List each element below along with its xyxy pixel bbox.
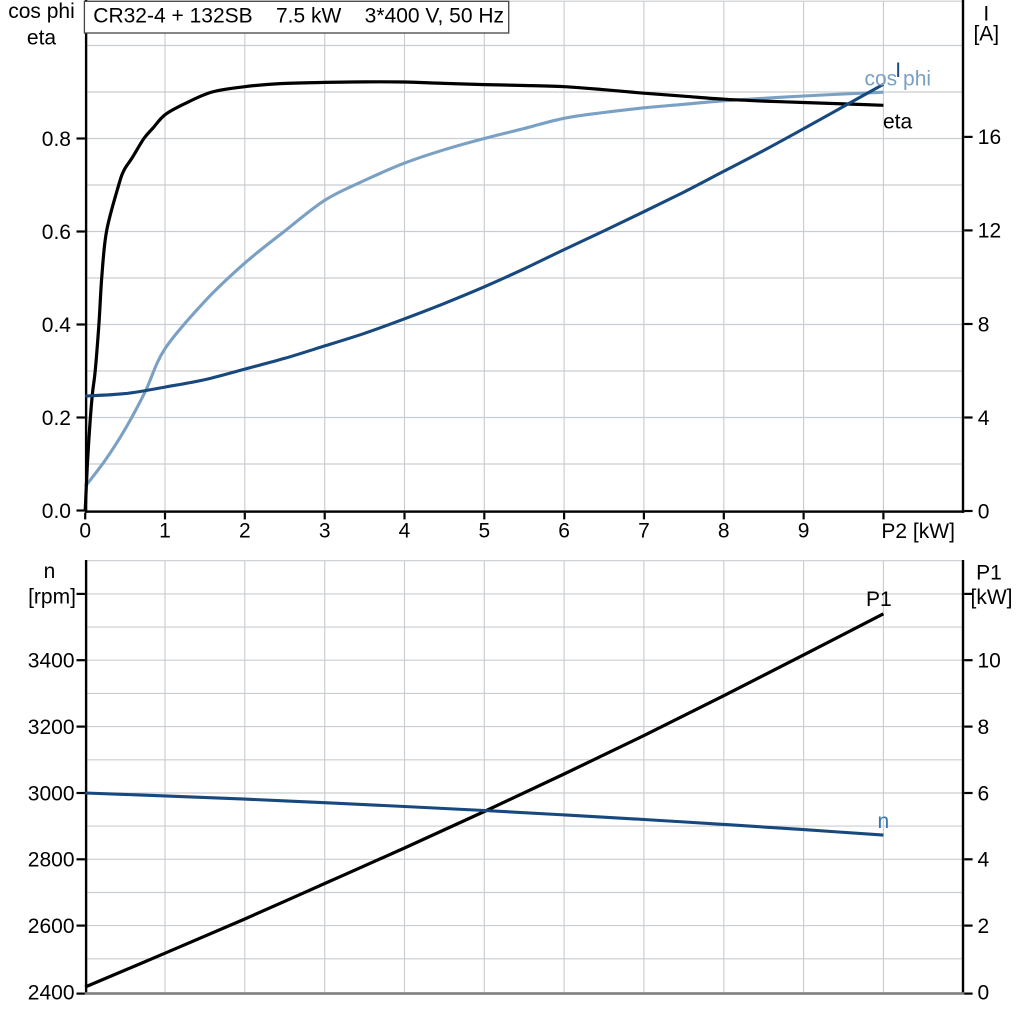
svg-text:I: I (895, 59, 901, 82)
svg-text:eta: eta (883, 111, 913, 134)
svg-text:[A]: [A] (973, 23, 999, 46)
svg-text:n: n (44, 560, 56, 583)
svg-text:6: 6 (558, 520, 570, 543)
svg-text:2800: 2800 (28, 849, 75, 872)
svg-text:3200: 3200 (28, 716, 75, 739)
svg-text:0.6: 0.6 (42, 221, 71, 244)
svg-text:[rpm]: [rpm] (28, 586, 76, 609)
svg-text:4: 4 (978, 849, 990, 872)
svg-text:7: 7 (638, 520, 650, 543)
svg-text:0.2: 0.2 (42, 407, 71, 430)
svg-text:3: 3 (319, 520, 331, 543)
svg-text:n: n (878, 810, 890, 833)
svg-text:0.4: 0.4 (42, 314, 72, 337)
svg-text:0: 0 (978, 500, 990, 523)
svg-text:8: 8 (978, 313, 990, 336)
svg-text:3400: 3400 (28, 650, 75, 673)
svg-text:2600: 2600 (28, 915, 75, 938)
svg-text:12: 12 (978, 220, 1001, 243)
svg-text:eta: eta (27, 27, 57, 50)
svg-text:0.0: 0.0 (42, 500, 71, 523)
svg-text:CR32-4 + 132SB 7.5 kW 3*: CR32-4 + 132SB 7.5 kW 3*400 V, 50 Hz (93, 4, 504, 27)
svg-text:cos phi: cos phi (8, 0, 75, 23)
svg-text:0.8: 0.8 (42, 128, 71, 151)
svg-text:2: 2 (239, 520, 251, 543)
svg-text:1: 1 (159, 520, 171, 543)
svg-text:[kW]: [kW] (971, 586, 1013, 609)
svg-text:cos phi: cos phi (865, 68, 932, 91)
svg-text:10: 10 (978, 650, 1001, 673)
svg-text:3000: 3000 (28, 782, 75, 805)
svg-text:P1: P1 (976, 562, 1002, 585)
svg-text:6: 6 (978, 782, 990, 805)
svg-text:0: 0 (79, 520, 91, 543)
svg-text:P1: P1 (866, 588, 892, 611)
svg-text:8: 8 (718, 520, 730, 543)
svg-text:4: 4 (978, 407, 990, 430)
svg-text:8: 8 (978, 716, 990, 739)
svg-text:I: I (983, 3, 989, 26)
svg-text:9: 9 (798, 520, 810, 543)
svg-text:16: 16 (978, 126, 1001, 149)
svg-text:2: 2 (978, 915, 990, 938)
svg-text:4: 4 (399, 520, 411, 543)
svg-text:P2 [kW]: P2 [kW] (881, 520, 955, 543)
svg-text:2400: 2400 (28, 981, 75, 1004)
svg-text:5: 5 (478, 520, 490, 543)
svg-text:0: 0 (978, 981, 990, 1004)
